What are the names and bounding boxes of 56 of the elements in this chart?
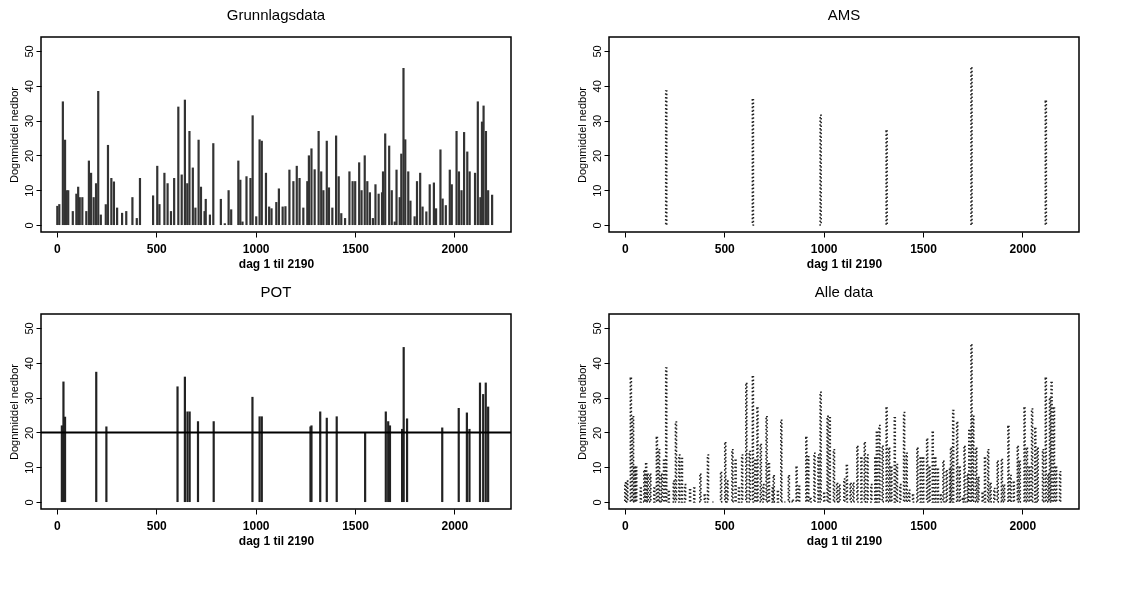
x-tick-label: 2000 [1009,518,1037,533]
y-axis-title: Dognmiddel nedbor [575,86,588,184]
x-axis-title: dag 1 til 2190 [806,533,883,548]
x-tick-label: 1500 [342,518,370,533]
y-tick-label: 50 [590,322,603,335]
x-tick-label: 0 [622,518,630,533]
y-tick-label: 50 [590,45,603,58]
y-tick-label: 50 [22,322,35,335]
y-tick-label: 0 [590,499,603,506]
x-tick-label: 500 [714,518,736,533]
y-axis-title: Dognmiddel nedbor [575,363,588,461]
chart-title: Alle data [814,283,874,300]
x-tick-label: 2000 [441,518,469,533]
x-axis-title: dag 1 til 2190 [238,256,315,271]
chart-title: AMS [827,6,861,23]
y-tick-label: 30 [22,391,35,405]
y-tick-label: 0 [590,222,603,229]
x-tick-label: 0 [622,241,630,256]
x-tick-label: 0 [54,518,62,533]
y-tick-label: 10 [22,461,35,474]
x-tick-label: 500 [714,241,736,256]
y-tick-label: 40 [22,80,35,93]
y-tick-label: 20 [590,426,603,440]
y-tick-label: 40 [590,357,603,370]
x-tick-label: 1500 [910,241,938,256]
y-axis-title: Dognmiddel nedbor [7,363,20,461]
x-axis-title: dag 1 til 2190 [806,256,883,271]
x-axis-title: dag 1 til 2190 [238,533,315,548]
y-tick-label: 30 [590,391,603,405]
x-tick-label: 1000 [810,241,838,256]
y-tick-label: 30 [22,114,35,128]
x-tick-label: 1000 [242,518,270,533]
y-tick-label: 0 [22,499,35,506]
y-tick-label: 20 [22,149,35,163]
chart-title: POT [260,283,292,300]
chart-title: Grunnlagsdata [226,6,326,23]
x-tick-label: 1500 [342,241,370,256]
y-tick-label: 20 [590,149,603,163]
x-tick-label: 2000 [1009,241,1037,256]
x-tick-label: 1500 [910,518,938,533]
y-tick-label: 40 [22,357,35,370]
y-tick-label: 10 [590,461,603,474]
y-tick-label: 30 [590,114,603,128]
y-tick-label: 0 [22,222,35,229]
y-tick-label: 10 [590,184,603,197]
x-tick-label: 1000 [242,241,270,256]
x-tick-label: 1000 [810,518,838,533]
x-tick-label: 500 [146,518,168,533]
x-tick-label: 2000 [441,241,469,256]
y-tick-label: 50 [22,45,35,58]
x-tick-label: 500 [146,241,168,256]
y-tick-label: 10 [22,184,35,197]
y-tick-label: 40 [590,80,603,93]
x-tick-label: 0 [54,241,62,256]
y-axis-title: Dognmiddel nedbor [7,86,20,184]
y-tick-label: 20 [22,426,35,440]
